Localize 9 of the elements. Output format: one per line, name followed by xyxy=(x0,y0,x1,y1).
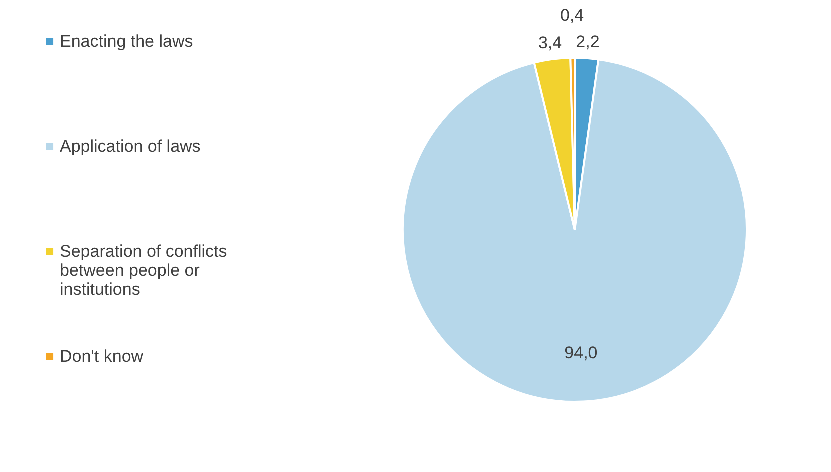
data-label: 94,0 xyxy=(564,344,598,363)
data-label: 3,4 xyxy=(538,34,562,53)
data-label: 0,4 xyxy=(560,6,584,26)
data-label: 2,2 xyxy=(576,32,600,52)
pie-slice xyxy=(402,58,748,403)
legend-label: Separation of conflicts between people or institutions xyxy=(60,242,228,299)
legend-label: Don't know xyxy=(60,346,144,366)
legend-label: Application of laws xyxy=(60,136,201,156)
legend-label: Enacting the laws xyxy=(60,32,194,51)
